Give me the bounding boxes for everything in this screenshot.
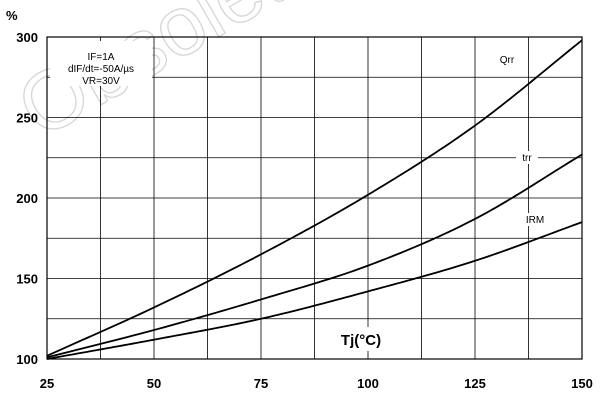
condition-vr: VR=30V: [82, 76, 120, 87]
series-line-trr: [46, 153, 583, 359]
y-tick-label: 200: [16, 191, 38, 206]
x-axis-label-bg: [335, 327, 387, 351]
y-axis-label: %: [6, 8, 18, 23]
y-tick-label: 150: [16, 272, 38, 287]
series-line-irm: [46, 221, 583, 360]
x-tick-label: 150: [571, 376, 593, 391]
x-tick-label: 125: [464, 376, 486, 391]
x-tick-label: 100: [357, 376, 379, 391]
y-tick-label: 250: [16, 111, 38, 126]
y-tick-label: 100: [16, 352, 38, 367]
series-line-qrr: [46, 39, 583, 357]
series-label-qrr: Qrr: [500, 55, 515, 66]
x-tick-label: 50: [147, 376, 161, 391]
condition-if: IF=1A: [88, 52, 115, 63]
x-axis-label: Tj(°C): [341, 332, 381, 349]
x-tick-label: 75: [254, 376, 268, 391]
tick-labels: 25 50 75 100 125 150 100 150 200 250 300: [16, 30, 593, 391]
series-label-irm: IRM: [526, 215, 544, 226]
series-label-bg-qrr: [493, 53, 521, 66]
conditions-box: [50, 41, 152, 86]
x-tick-label: 25: [40, 376, 54, 391]
plot-frame: [46, 36, 583, 360]
y-tick-label: 300: [16, 30, 38, 45]
series-label-trr: trr: [522, 153, 532, 164]
series-label-bg-trr: [516, 151, 538, 164]
series-lines: [46, 39, 583, 360]
series-labels: Qrr trr IRM: [493, 53, 549, 226]
series-label-bg-irm: [521, 213, 549, 226]
condition-didt: dIF/dt=-50A/µs: [68, 64, 134, 75]
